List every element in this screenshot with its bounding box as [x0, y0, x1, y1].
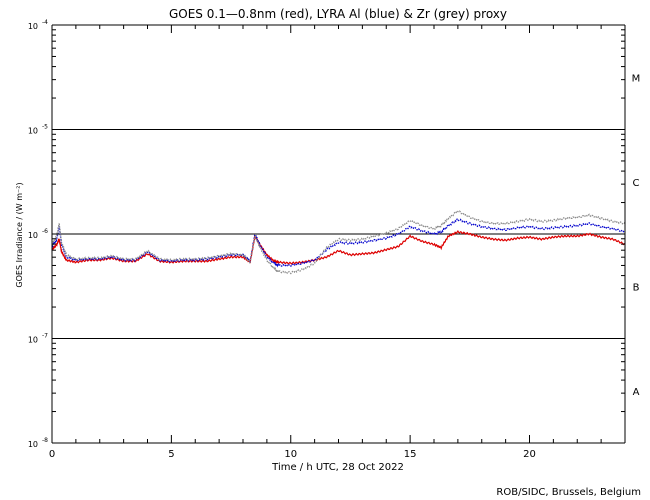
series-line-lyra-al-proxy	[51, 218, 626, 268]
y-axis-label: GOES Irradiance / (W m⁻²)	[15, 182, 24, 287]
y-tick-label: 10	[28, 127, 38, 136]
x-tick-label: 20	[523, 449, 536, 460]
axes	[51, 24, 626, 444]
x-tick-label: 10	[284, 449, 297, 460]
y-tick-label: 10	[28, 22, 38, 31]
y-tick-label-exponent: -5	[42, 124, 48, 131]
flare-class-label-b: B	[633, 282, 640, 293]
y-tick-label-exponent: -8	[42, 437, 48, 444]
y-tick-label: 10	[28, 440, 38, 449]
series-line-goes-0-1-0-8nm	[51, 230, 626, 265]
x-tick-label: 0	[49, 449, 55, 460]
y-axis-label-text: GOES Irradiance / (W m⁻²)	[15, 182, 24, 287]
flare-class-label-m: M	[632, 73, 641, 84]
x-axis-label: Time / h UTC, 28 Oct 2022	[271, 462, 404, 473]
series-layer	[51, 209, 626, 275]
y-tick-label: 10	[28, 231, 38, 240]
flare-class-lines	[52, 129, 625, 339]
y-tick-label-exponent: -7	[42, 333, 48, 340]
y-tick-label-exponent: -4	[42, 19, 48, 26]
tick-labels: 0 5 10 15 20 10 -4 10 -5 10 -6 10 -7 10 -8 M C B A	[28, 19, 641, 460]
x-tick-label: 5	[168, 449, 174, 460]
chart-title: GOES 0.1—0.8nm (red), LYRA Al (blue) & Z…	[169, 7, 507, 21]
flare-class-label-c: C	[633, 178, 640, 189]
series-line-lyra-zr-proxy	[51, 209, 626, 275]
flare-class-label-a: A	[633, 387, 640, 398]
credit-text: ROB/SIDC, Brussels, Belgium	[496, 487, 641, 498]
y-tick-label-exponent: -6	[42, 228, 48, 235]
x-tick-label: 15	[404, 449, 417, 460]
y-tick-label: 10	[28, 336, 38, 345]
